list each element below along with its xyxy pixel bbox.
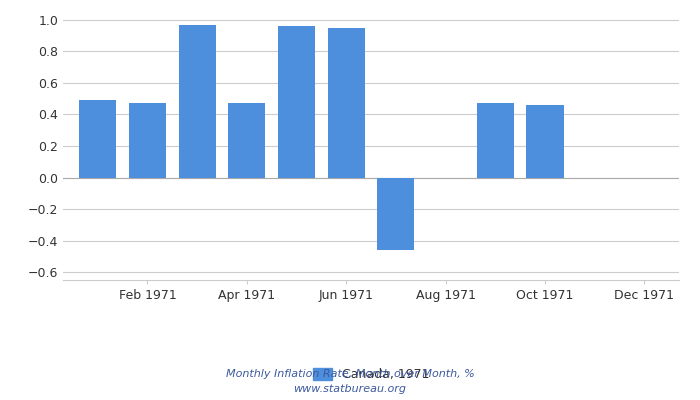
Bar [377, 178, 414, 250]
Bar [79, 100, 116, 178]
Bar [477, 104, 514, 178]
Bar [178, 25, 216, 178]
Bar [526, 105, 564, 178]
Bar [278, 26, 315, 178]
Bar [228, 104, 265, 178]
Bar [328, 28, 365, 178]
Bar [129, 104, 166, 178]
Legend: Canada, 1971: Canada, 1971 [308, 363, 434, 386]
Text: www.statbureau.org: www.statbureau.org [293, 384, 407, 394]
Text: Monthly Inflation Rate, Month over Month, %: Monthly Inflation Rate, Month over Month… [225, 369, 475, 379]
